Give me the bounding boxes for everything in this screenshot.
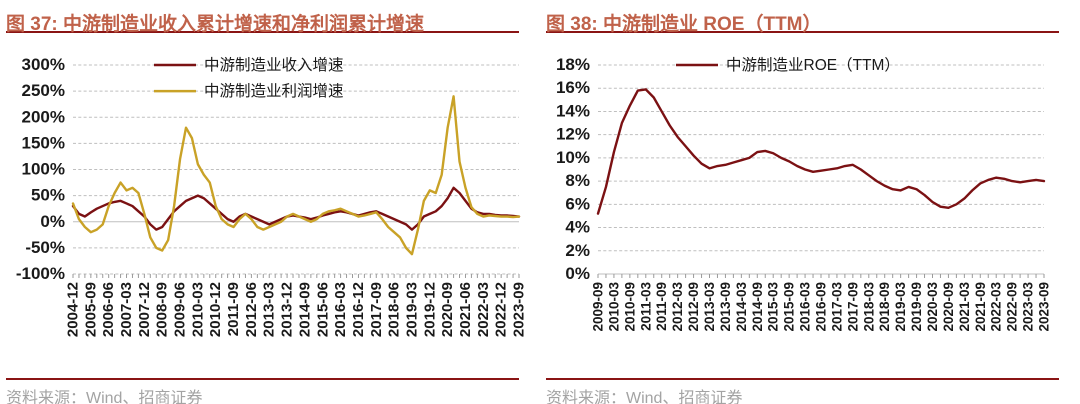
svg-text:12%: 12%: [556, 125, 590, 144]
svg-text:2006-06: 2006-06: [100, 282, 117, 337]
svg-text:300%: 300%: [22, 55, 65, 74]
svg-text:2%: 2%: [565, 241, 590, 260]
svg-text:2010-09: 2010-09: [622, 282, 637, 332]
svg-text:2022-03: 2022-03: [475, 282, 492, 337]
svg-text:2008-09: 2008-09: [154, 282, 171, 337]
svg-text:16%: 16%: [556, 78, 590, 97]
svg-text:2017-03: 2017-03: [829, 282, 844, 332]
svg-text:2013-03: 2013-03: [261, 282, 278, 337]
svg-text:中游制造业ROE（TTM）: 中游制造业ROE（TTM）: [726, 56, 900, 74]
svg-text:2012-03: 2012-03: [670, 282, 685, 332]
svg-text:2022-09: 2022-09: [1005, 282, 1020, 332]
svg-text:2007-12: 2007-12: [136, 282, 153, 337]
svg-text:2014-09: 2014-09: [750, 282, 765, 332]
svg-text:2010-03: 2010-03: [606, 282, 621, 332]
svg-text:14%: 14%: [556, 101, 590, 120]
svg-text:中游制造业利润增速: 中游制造业利润增速: [204, 82, 344, 100]
svg-text:2017-09: 2017-09: [845, 282, 860, 332]
svg-text:2014-03: 2014-03: [734, 282, 749, 332]
svg-text:2011-09: 2011-09: [225, 282, 242, 336]
svg-text:2023-03: 2023-03: [1021, 282, 1036, 332]
svg-text:-100%: -100%: [16, 264, 65, 283]
svg-text:2013-09: 2013-09: [718, 282, 733, 332]
svg-text:2016-12: 2016-12: [350, 282, 367, 337]
svg-text:2023-09: 2023-09: [511, 282, 528, 337]
svg-text:18%: 18%: [556, 55, 590, 74]
svg-text:2016-03: 2016-03: [332, 282, 349, 337]
svg-text:2015-09: 2015-09: [782, 282, 797, 332]
svg-text:2021-09: 2021-09: [973, 282, 988, 332]
svg-text:2023-09: 2023-09: [1037, 282, 1052, 332]
svg-text:2016-03: 2016-03: [798, 282, 813, 332]
svg-text:4%: 4%: [565, 218, 590, 237]
svg-text:250%: 250%: [22, 81, 65, 100]
svg-text:2019-03: 2019-03: [403, 282, 420, 337]
svg-text:2013-03: 2013-03: [702, 282, 717, 332]
svg-text:2019-09: 2019-09: [909, 282, 924, 332]
svg-text:2018-06: 2018-06: [386, 282, 403, 337]
svg-text:2015-03: 2015-03: [766, 282, 781, 332]
svg-text:2012-09: 2012-09: [686, 282, 701, 332]
svg-text:2017-09: 2017-09: [368, 282, 385, 337]
svg-text:2011-09: 2011-09: [654, 282, 669, 331]
svg-text:2004-12: 2004-12: [65, 282, 82, 337]
svg-text:中游制造业收入增速: 中游制造业收入增速: [204, 56, 344, 74]
svg-text:2005-09: 2005-09: [82, 282, 99, 337]
svg-text:50%: 50%: [31, 186, 65, 205]
svg-text:100%: 100%: [22, 160, 65, 179]
svg-text:2013-12: 2013-12: [279, 282, 296, 337]
svg-text:0%: 0%: [40, 212, 65, 231]
svg-text:2018-03: 2018-03: [861, 282, 876, 332]
svg-text:10%: 10%: [556, 148, 590, 167]
svg-text:2010-12: 2010-12: [207, 282, 224, 337]
svg-text:2009-09: 2009-09: [591, 282, 606, 332]
svg-text:2014-09: 2014-09: [296, 282, 313, 337]
svg-text:200%: 200%: [22, 107, 65, 126]
svg-text:-50%: -50%: [25, 238, 65, 257]
svg-text:2021-06: 2021-06: [457, 282, 474, 337]
svg-text:2009-06: 2009-06: [172, 282, 189, 337]
svg-text:2016-09: 2016-09: [814, 282, 829, 332]
svg-text:2012-06: 2012-06: [243, 282, 260, 337]
svg-text:2020-09: 2020-09: [439, 282, 456, 337]
svg-text:2021-03: 2021-03: [957, 282, 972, 332]
svg-text:2011-03: 2011-03: [638, 282, 653, 331]
svg-text:2019-12: 2019-12: [421, 282, 438, 337]
svg-text:2018-09: 2018-09: [877, 282, 892, 332]
svg-text:2022-12: 2022-12: [493, 282, 510, 337]
svg-text:0%: 0%: [565, 264, 590, 283]
svg-text:150%: 150%: [22, 133, 65, 152]
svg-text:8%: 8%: [565, 171, 590, 190]
svg-text:2022-03: 2022-03: [989, 282, 1004, 332]
svg-text:2015-06: 2015-06: [314, 282, 331, 337]
svg-text:2019-03: 2019-03: [893, 282, 908, 332]
svg-text:2020-09: 2020-09: [941, 282, 956, 332]
svg-text:2007-03: 2007-03: [118, 282, 135, 337]
svg-text:2020-03: 2020-03: [925, 282, 940, 332]
svg-text:6%: 6%: [565, 194, 590, 213]
svg-text:2010-03: 2010-03: [189, 282, 206, 337]
